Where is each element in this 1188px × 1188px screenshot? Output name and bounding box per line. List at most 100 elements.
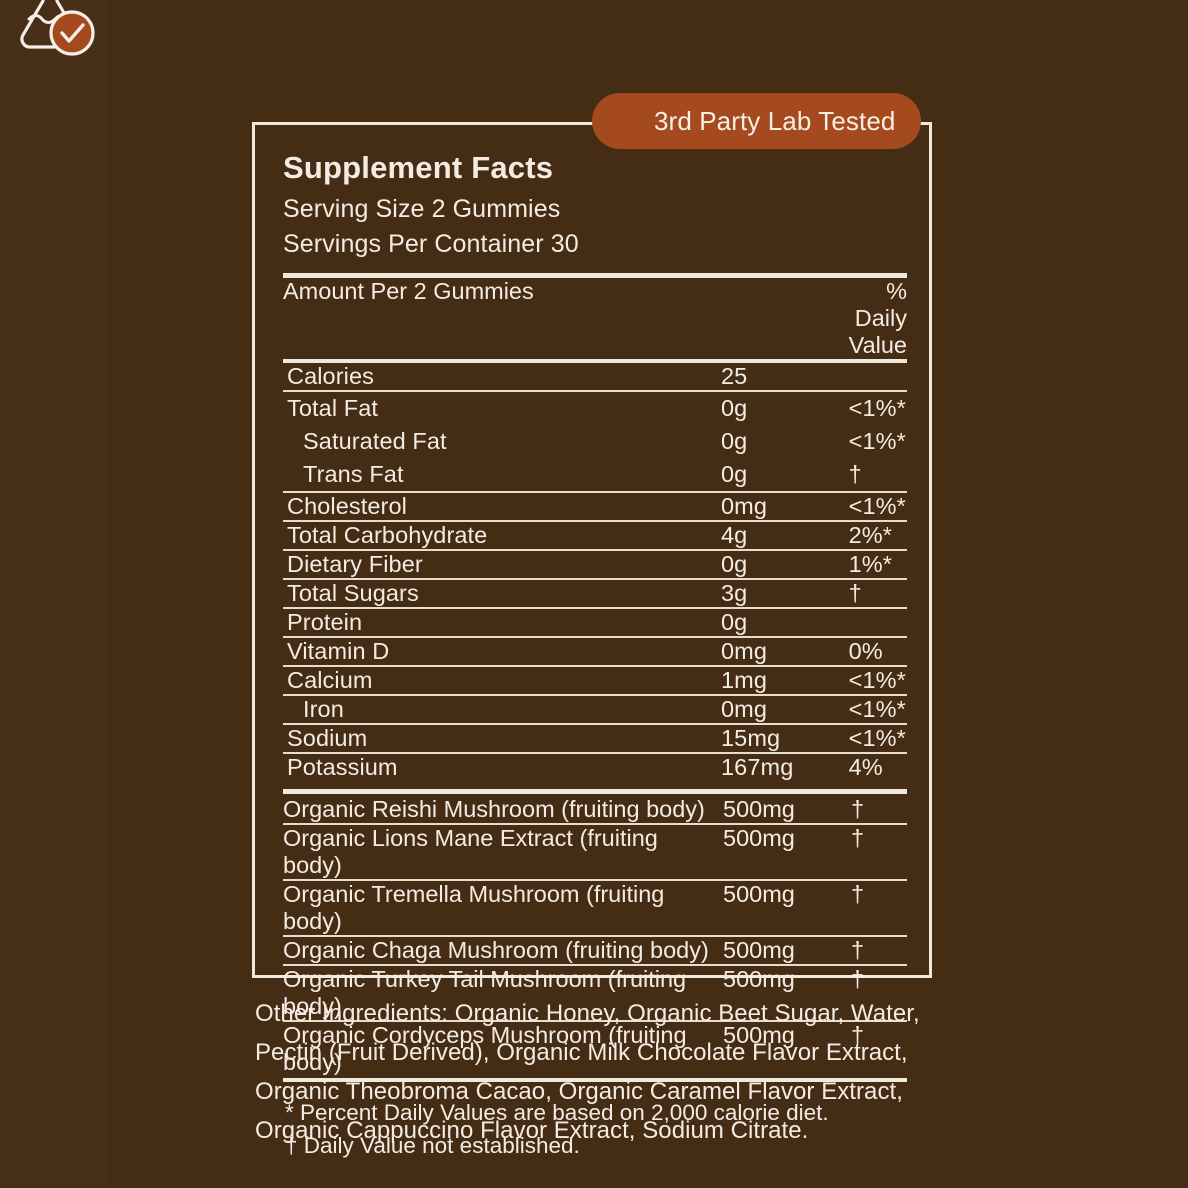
row-daily-value: <1%* xyxy=(848,724,906,751)
ingredient-name: Organic Chaga Mushroom (fruiting body) xyxy=(283,936,709,963)
row-divider xyxy=(283,389,907,392)
table-row: Potassium 167mg 4% xyxy=(283,754,907,781)
row-divider xyxy=(283,664,907,667)
row-divider xyxy=(283,878,907,881)
ingredient-amount: 500mg xyxy=(723,965,795,992)
row-divider xyxy=(283,751,907,754)
row-amount: 0mg xyxy=(721,492,768,519)
nutrition-table-body: Amount Per 2 Gummies % Daily Value Calor… xyxy=(283,278,907,781)
row-label: Calcium xyxy=(287,666,373,693)
footnotes: * Percent Daily Values are based on 2,00… xyxy=(283,1082,907,1163)
row-divider xyxy=(283,606,907,609)
ingredient-row: Organic Tremella Mushroom (fruiting body… xyxy=(283,881,907,935)
ingredient-name: Organic Tremella Mushroom (fruiting body… xyxy=(283,880,665,934)
background-band-left xyxy=(0,0,107,1188)
row-daily-value: <1%* xyxy=(848,666,906,693)
ingredients-table: Organic Reishi Mushroom (fruiting body) … xyxy=(283,796,907,1076)
row-daily-value xyxy=(849,609,907,636)
panel-title: Supplement Facts xyxy=(283,150,554,185)
row-daily-value: 2%* xyxy=(848,521,893,548)
row-label: Vitamin D xyxy=(287,637,390,664)
row-amount: 3g xyxy=(721,579,748,606)
row-daily-value: <1%* xyxy=(848,394,906,421)
row-amount: 1mg xyxy=(721,666,768,693)
row-amount: 0g xyxy=(721,460,748,487)
row-label: Dietary Fiber xyxy=(287,550,423,577)
row-divider xyxy=(283,963,907,966)
table-row: Trans Fat 0g † xyxy=(283,458,907,491)
row-label: Total Carbohydrate xyxy=(287,521,488,548)
row-amount: 25 xyxy=(721,362,748,389)
ingredient-row: Organic Chaga Mushroom (fruiting body) 5… xyxy=(283,937,907,964)
row-amount: 0mg xyxy=(721,695,768,722)
row-label: Total Fat xyxy=(287,394,379,421)
row-amount: 0g xyxy=(721,394,748,421)
ingredient-amount: 500mg xyxy=(723,1021,795,1048)
ingredient-daily-value: † xyxy=(851,936,865,963)
amount-per-serving-label: Amount Per 2 Gummies xyxy=(283,277,534,304)
row-amount: 0g xyxy=(721,608,748,635)
ingredient-amount: 500mg xyxy=(723,880,795,907)
nutrition-table: Amount Per 2 Gummies % Daily Value Calor… xyxy=(283,278,907,781)
background-band-right xyxy=(107,0,1188,1188)
ingredient-daily-value: † xyxy=(851,1021,865,1048)
row-divider xyxy=(283,1019,907,1022)
table-row: Saturated Fat 0g <1%* xyxy=(283,425,907,458)
row-divider xyxy=(283,822,907,825)
table-row: Iron 0mg <1%* xyxy=(283,696,907,723)
ingredient-name: Organic Cordyceps Mushroom (fruiting bod… xyxy=(283,1021,687,1075)
row-daily-value: 4% xyxy=(848,753,883,780)
row-label: Calories xyxy=(287,362,374,389)
row-amount: 167mg xyxy=(721,753,794,780)
table-row: Cholesterol 0mg <1%* xyxy=(283,493,907,520)
row-daily-value: <1%* xyxy=(848,492,906,519)
row-amount: 4g xyxy=(721,521,748,548)
table-row: Calcium 1mg <1%* xyxy=(283,667,907,694)
table-row: Total Carbohydrate 4g 2%* xyxy=(283,522,907,549)
ingredient-name: Organic Reishi Mushroom (fruiting body) xyxy=(283,795,705,822)
row-divider xyxy=(283,548,907,551)
row-daily-value xyxy=(849,363,907,390)
row-divider xyxy=(283,519,907,522)
ingredient-row: Organic Turkey Tail Mushroom (fruiting b… xyxy=(283,966,907,1020)
row-daily-value: † xyxy=(848,460,862,487)
table-header-row: Amount Per 2 Gummies % Daily Value xyxy=(283,278,907,359)
ingredient-amount: 500mg xyxy=(723,936,795,963)
row-divider xyxy=(283,577,907,580)
row-label: Sodium xyxy=(287,724,368,751)
servings-per-container: Servings Per Container 30 xyxy=(283,230,579,259)
rule-below-ingredients xyxy=(283,1077,907,1082)
ingredient-name: Organic Turkey Tail Mushroom (fruiting b… xyxy=(283,965,687,1019)
row-daily-value: <1%* xyxy=(848,427,906,454)
ingredient-row: Organic Reishi Mushroom (fruiting body) … xyxy=(283,796,907,823)
ingredient-amount: 500mg xyxy=(723,795,795,822)
ingredient-daily-value: † xyxy=(851,824,865,851)
row-label: Total Sugars xyxy=(287,579,419,606)
row-daily-value: <1%* xyxy=(848,695,906,722)
badge-label: 3rd Party Lab Tested xyxy=(654,105,896,136)
row-label: Iron xyxy=(303,695,344,722)
row-amount: 15mg xyxy=(721,724,781,751)
row-divider xyxy=(283,490,907,493)
header-spacer xyxy=(721,278,849,359)
table-row: Dietary Fiber 0g 1%* xyxy=(283,551,907,578)
ingredient-name: Organic Lions Mane Extract (fruiting bod… xyxy=(283,824,658,878)
row-label: Saturated Fat xyxy=(303,427,447,454)
row-divider xyxy=(283,722,907,725)
row-amount: 0g xyxy=(721,427,748,454)
row-daily-value: 0% xyxy=(848,637,883,664)
row-divider xyxy=(283,635,907,638)
footnote-asterisk: * Percent Daily Values are based on 2,00… xyxy=(285,1099,829,1125)
ingredient-daily-value: † xyxy=(851,880,865,907)
third-party-lab-tested-badge: 3rd Party Lab Tested xyxy=(592,93,922,149)
ingredient-daily-value: † xyxy=(851,795,865,822)
row-divider xyxy=(283,693,907,696)
table-row: Vitamin D 0mg 0% xyxy=(283,638,907,665)
table-row: Total Fat 0g <1%* xyxy=(283,392,907,425)
flask-check-icon xyxy=(20,0,95,56)
supplement-facts-panel: Supplement Facts Serving Size 2 Gummies … xyxy=(252,122,932,1158)
other-ingredients-text: Other Ingredients: Organic Honey, Organi… xyxy=(255,1000,920,1144)
table-row: Sodium 15mg <1%* xyxy=(283,725,907,752)
ingredient-amount: 500mg xyxy=(723,824,795,851)
